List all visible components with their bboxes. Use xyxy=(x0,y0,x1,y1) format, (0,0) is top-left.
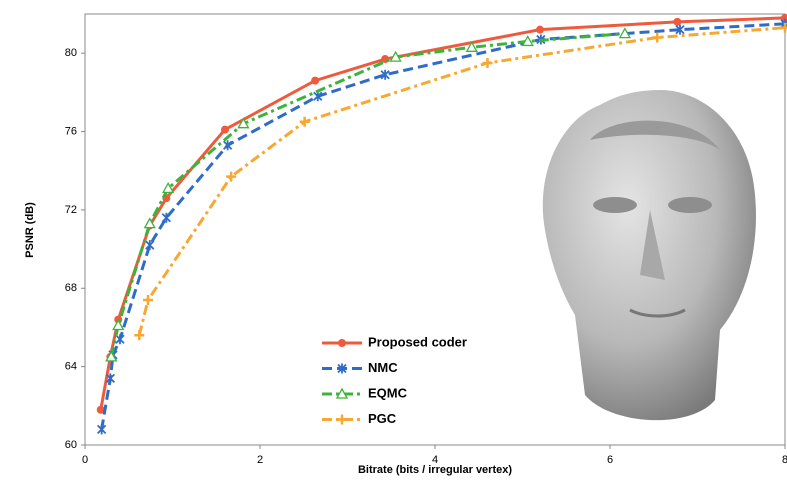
legend-marker xyxy=(338,339,346,347)
point xyxy=(222,140,233,151)
point xyxy=(237,117,250,129)
point xyxy=(112,319,125,331)
point xyxy=(652,32,663,43)
point xyxy=(482,57,493,68)
legend-marker xyxy=(337,414,347,425)
legend-label: Proposed coder xyxy=(368,334,467,349)
point xyxy=(675,24,685,35)
legend-marker xyxy=(337,363,347,374)
y-tick-label: 64 xyxy=(65,361,77,373)
legend-label: EQMC xyxy=(368,385,408,400)
point xyxy=(673,17,682,26)
point xyxy=(389,50,402,62)
point xyxy=(521,35,534,47)
point xyxy=(536,25,544,34)
y-tick-label: 60 xyxy=(65,439,77,451)
point xyxy=(221,125,229,134)
x-axis-label: Bitrate (bits / irregular vertex) xyxy=(358,464,512,476)
point xyxy=(313,91,323,102)
point xyxy=(115,334,125,345)
point xyxy=(143,217,156,229)
point xyxy=(105,373,116,384)
point xyxy=(299,116,310,127)
point xyxy=(134,330,145,341)
x-tick-label: 2 xyxy=(257,454,263,466)
x-tick-label: 8 xyxy=(782,454,787,466)
point xyxy=(96,424,107,435)
point xyxy=(161,212,172,223)
y-tick-label: 68 xyxy=(65,282,77,294)
legend-label: NMC xyxy=(368,360,398,375)
y-tick-label: 80 xyxy=(65,47,77,59)
statue-image xyxy=(542,90,756,421)
point xyxy=(105,350,118,362)
series-line xyxy=(100,22,786,430)
point xyxy=(780,22,787,33)
point xyxy=(380,69,390,80)
legend-marker xyxy=(335,387,349,399)
y-tick-label: 76 xyxy=(65,125,77,137)
legend-label: PGC xyxy=(368,411,397,426)
x-tick-label: 0 xyxy=(82,454,88,466)
y-tick-label: 72 xyxy=(65,204,77,216)
x-tick-label: 6 xyxy=(607,454,613,466)
point xyxy=(618,27,631,39)
point xyxy=(145,240,155,251)
point xyxy=(162,182,175,194)
point xyxy=(143,295,153,306)
point xyxy=(465,40,478,52)
point xyxy=(311,76,320,85)
x-tick-label: 4 xyxy=(432,454,438,466)
point xyxy=(226,171,237,182)
point xyxy=(96,405,105,414)
y-axis-label: PSNR (dB) xyxy=(24,202,36,258)
